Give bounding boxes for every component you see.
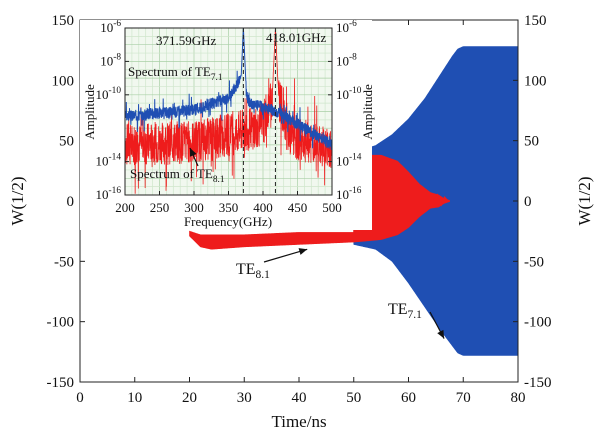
- inset-y-tick-label-right: 10-16: [336, 186, 362, 202]
- main-y-axis-label-right: W(1/2): [575, 176, 594, 225]
- inset-data-area: [125, 28, 332, 195]
- inset-y-tick-label-right: 10-10: [336, 86, 362, 102]
- inset-y-tick-label-right: 10-14: [336, 153, 362, 169]
- y-tick-label-right: -50: [524, 254, 544, 270]
- main-x-axis-label: Time/ns: [271, 412, 326, 431]
- inset-y-tick-label-left: 10-14: [96, 153, 122, 169]
- main-ticks: 0 10 20 30 40 50 60 70 80-150 -150-100 -100-50 -500…: [47, 13, 552, 406]
- x-tick-label: 10: [127, 390, 142, 406]
- x-tick-label: 20: [182, 390, 197, 406]
- x-tick-label: 30: [237, 390, 252, 406]
- inset-x-tick-label: 400: [253, 200, 273, 215]
- x-tick-label: 50: [346, 390, 361, 406]
- inset-x-tick-label: 200: [115, 200, 135, 215]
- y-tick-label-right: -100: [524, 315, 552, 331]
- inset-y-axis-label-right: Amplitude: [360, 84, 375, 140]
- inset-y-tick-label-right: 10-6: [336, 19, 357, 35]
- y-tick-label-right: 100: [524, 73, 547, 89]
- inset-x-tick-label: 300: [184, 200, 204, 215]
- te7-1-label: TE7.1: [388, 301, 422, 321]
- inset-x-tick-label: 250: [150, 200, 170, 215]
- spectrum-te8-1-arrow-head: [190, 148, 197, 157]
- inset-grid: [125, 28, 332, 195]
- inset-x-tick-label: 450: [288, 200, 308, 215]
- y-tick-label-left: -150: [47, 375, 75, 391]
- inset-x-axis-label: Frequency(GHz): [184, 214, 272, 229]
- inset-y-axis-label-left: Amplitude: [82, 84, 97, 140]
- main-y-axis-label-left: W(1/2): [8, 176, 27, 225]
- spectrum-te8-1-label: Spectrum of TE8.1: [130, 166, 225, 185]
- x-tick-label: 0: [76, 390, 84, 406]
- te7-1-arrow-head: [437, 329, 445, 339]
- inset-y-tick-label-right: 10-8: [336, 52, 357, 68]
- y-tick-label-left: -50: [54, 254, 74, 270]
- inset-annotations: 371.59GHz 418.01GHz Spectrum of TE7.1 Spect…: [128, 30, 327, 185]
- series-te8-1-envelope: [189, 154, 450, 250]
- peak-label-371-59: 371.59GHz: [156, 33, 217, 48]
- inset-y-tick-label-left: 10-8: [100, 52, 121, 68]
- y-tick-label-right: 150: [524, 13, 547, 29]
- inset-y-tick-label-left: 10-6: [100, 19, 121, 35]
- te8-1-tail-ripple: [433, 193, 449, 207]
- inset-x-tick-label: 500: [322, 200, 342, 215]
- y-tick-label-left: 100: [52, 73, 75, 89]
- main-annotations: TE8.1 TE7.1: [236, 248, 445, 339]
- inset-y-tick-label-left: 10-10: [96, 86, 122, 102]
- x-tick-label: 60: [401, 390, 416, 406]
- inset-y-tick-label-left: 10-16: [96, 186, 122, 202]
- y-tick-label-right: 0: [524, 194, 532, 210]
- y-tick-label-left: 50: [59, 134, 74, 150]
- te8-1-arrow-head: [298, 248, 308, 255]
- inset-x-tick-label: 350: [219, 200, 239, 215]
- x-tick-label: 70: [456, 390, 471, 406]
- y-tick-label-right: -150: [524, 375, 552, 391]
- y-tick-label-left: -100: [47, 315, 75, 331]
- spectrum-te7-1-label: Spectrum of TE7.1: [128, 64, 223, 83]
- spectrum-te8-1-line: [125, 29, 332, 194]
- y-tick-label-right: 50: [524, 134, 539, 150]
- main-data-area: [189, 46, 518, 356]
- te8-1-label: TE8.1: [236, 261, 270, 281]
- x-tick-label: 40: [292, 390, 307, 406]
- y-tick-label-left: 150: [52, 13, 75, 29]
- y-tick-label-left: 0: [67, 194, 75, 210]
- x-tick-label: 80: [511, 390, 526, 406]
- peak-label-418-01: 418.01GHz: [266, 30, 327, 45]
- spectrum-te7-1-line: [125, 28, 332, 150]
